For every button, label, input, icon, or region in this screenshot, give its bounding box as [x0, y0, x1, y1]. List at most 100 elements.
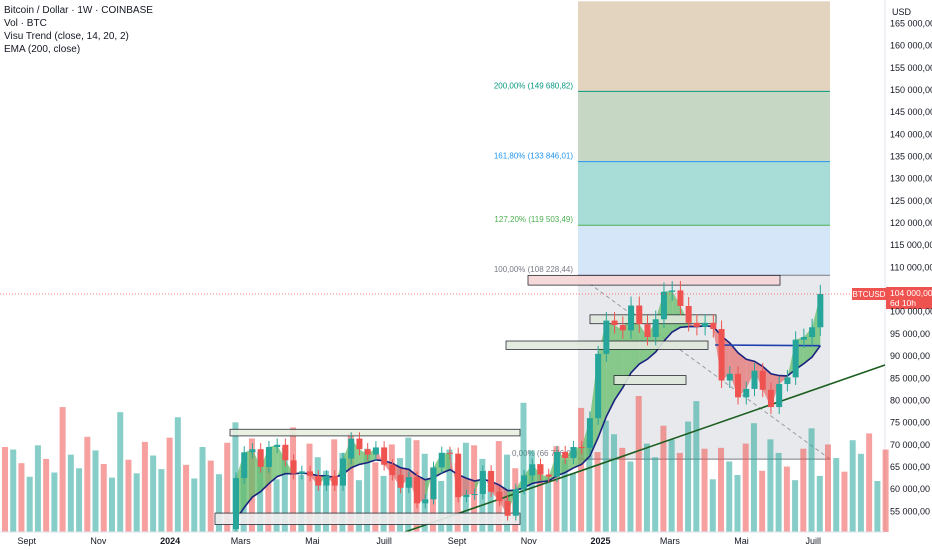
volume-bar [84, 436, 91, 532]
volume-bar [322, 470, 329, 532]
candle-body [414, 477, 421, 504]
y-tick-label: 100 000,00 [890, 307, 932, 317]
currency-label: USD [892, 7, 912, 17]
x-tick-label: Mars [660, 536, 680, 546]
volume-bar [314, 457, 321, 532]
y-tick-label: 65 000,00 [890, 462, 930, 472]
x-tick-label: Juill [806, 536, 822, 546]
volume-bar [742, 443, 749, 532]
candle-body [537, 464, 544, 475]
indicator-visu-trend[interactable]: Visu Trend (close, 14, 20, 2) [4, 31, 129, 42]
candle-body [504, 501, 511, 516]
candle-body [339, 458, 346, 486]
volume-bar [232, 422, 239, 532]
y-tick-label: 130 000,00 [890, 174, 932, 184]
volume-bar [849, 440, 856, 532]
volume-bars [2, 396, 889, 532]
candle-body [298, 471, 305, 474]
candle-body [372, 447, 379, 455]
candle-body [455, 453, 462, 498]
ascending-trendline [404, 364, 886, 533]
candle-body [800, 337, 807, 340]
candle-body [521, 475, 528, 490]
x-tick-label: Nov [521, 536, 538, 546]
candle-body [471, 494, 478, 496]
candle-body [241, 452, 248, 479]
volume-bar [67, 454, 74, 532]
fib-zone-0 [578, 1, 830, 92]
candle-body [479, 470, 486, 495]
indicator-volume[interactable]: Vol · BTC [4, 18, 47, 29]
y-tick-label: 110 000,00 [890, 262, 932, 272]
y-tick-label: 140 000,00 [890, 129, 932, 139]
candle-body [290, 460, 297, 474]
symbol-tag [852, 287, 886, 300]
candle-body [397, 474, 404, 488]
y-tick-label: 150 000,00 [890, 85, 932, 95]
volume-bar [199, 447, 206, 532]
y-tick-label: 165 000,00 [890, 18, 932, 28]
zone-box-2 [527, 274, 781, 286]
volume-bar [750, 423, 757, 532]
candle-body [430, 467, 437, 500]
candle-body [233, 478, 239, 530]
candle-body [586, 418, 593, 448]
zone-box-5 [613, 375, 687, 385]
volume-bar [594, 452, 601, 532]
x-tick-label: Mars [231, 536, 251, 546]
volume-bar [816, 475, 823, 532]
volume-bar [273, 479, 280, 532]
y-tick-label: 135 000,00 [890, 152, 932, 162]
candle-body [529, 464, 536, 476]
candle-body [282, 444, 289, 461]
price-tag-countdown: 6d 10h [890, 298, 916, 308]
volume-bar [553, 446, 560, 532]
volume-bar [92, 450, 99, 532]
volume-bar [767, 439, 774, 532]
y-tick-label: 70 000,00 [890, 440, 930, 450]
volume-bar [652, 457, 659, 532]
volume-bar [298, 475, 305, 532]
candle-body [405, 477, 412, 488]
volume-bar [397, 458, 404, 532]
symbol-title[interactable]: Bitcoin / Dollar · 1W · COINBASE [4, 5, 153, 16]
trend-ribbon-segment [466, 478, 475, 495]
volume-bar [2, 447, 8, 532]
volume-bar [364, 448, 371, 532]
price-axis-panel [885, 0, 932, 550]
y-tick-label: 155 000,00 [890, 63, 932, 73]
candle-body [652, 319, 659, 338]
y-tick-label: 125 000,00 [890, 196, 932, 206]
y-tick-label: 160 000,00 [890, 41, 932, 51]
candle-body [776, 384, 783, 408]
candle-body [545, 474, 552, 477]
x-tick-label: Mai [734, 536, 749, 546]
candle-body [323, 475, 330, 486]
candles [233, 281, 824, 534]
indicator-ema[interactable]: EMA (200, close) [4, 44, 81, 55]
volume-bar [150, 455, 157, 532]
volume-bar [158, 469, 165, 532]
candle-body [274, 444, 281, 447]
x-tick-label: 2024 [160, 536, 180, 546]
candle-body [718, 329, 725, 381]
fib-diagonal [577, 274, 831, 460]
candle-body [389, 464, 396, 475]
volume-bar [446, 449, 453, 532]
volume-bar [545, 477, 552, 532]
y-tick-label: 55 000,00 [890, 506, 930, 516]
candle-body [578, 446, 585, 448]
candle-body [751, 370, 758, 389]
zone-box-0 [229, 428, 521, 437]
volume-bar [709, 479, 716, 532]
volume-bar [759, 470, 766, 532]
volume-bar [833, 458, 840, 532]
zone-box-1 [214, 512, 521, 526]
y-tick-label: 75 000,00 [890, 418, 930, 428]
volume-bar [479, 458, 486, 532]
volume-bar [100, 464, 107, 532]
fib-zone-3 [578, 225, 830, 276]
volume-bar [380, 475, 387, 532]
volume-bar [347, 432, 354, 532]
